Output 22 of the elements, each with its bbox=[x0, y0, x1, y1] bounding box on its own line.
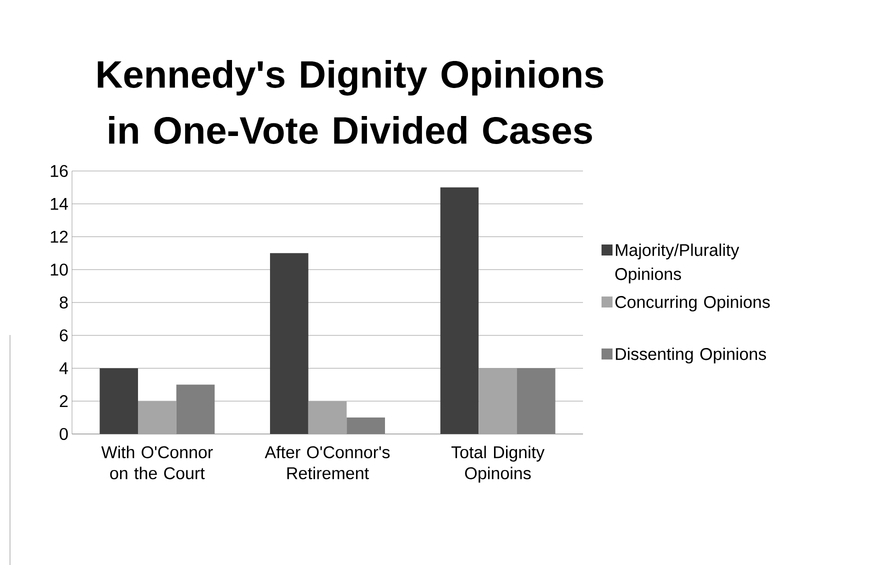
legend-label: Dissenting Opinions bbox=[616, 348, 766, 364]
y-tick-label: 8 bbox=[60, 296, 68, 309]
y-tick-label: 6 bbox=[60, 329, 68, 342]
y-tick-label: 16 bbox=[50, 164, 68, 178]
legend-label: Concurring Opinions bbox=[615, 296, 770, 312]
bar bbox=[308, 401, 347, 434]
bar bbox=[100, 368, 138, 434]
y-tick-label: 0 bbox=[60, 428, 68, 440]
bar bbox=[270, 253, 308, 434]
chart-title: Kennedy's Dignity Opinions in One-Vote Divided Cases bbox=[98, 60, 604, 144]
x-tick-label: With O'Connor on the Court bbox=[101, 446, 213, 480]
bar bbox=[478, 368, 517, 434]
y-tick-label: 14 bbox=[50, 198, 68, 210]
y-tick-label: 4 bbox=[59, 362, 68, 374]
y-tick-label: 2 bbox=[60, 395, 68, 408]
legend-label: Majority/Plurality Opinions bbox=[615, 244, 740, 284]
bar bbox=[138, 401, 176, 434]
bar bbox=[440, 187, 479, 434]
x-tick-label: Total Dignity Opinoins bbox=[451, 446, 545, 483]
y-tick-label: 12 bbox=[50, 230, 68, 243]
y-tick-label: 10 bbox=[50, 264, 68, 276]
x-tick-label: After O'Connor's Retirement bbox=[264, 446, 390, 480]
